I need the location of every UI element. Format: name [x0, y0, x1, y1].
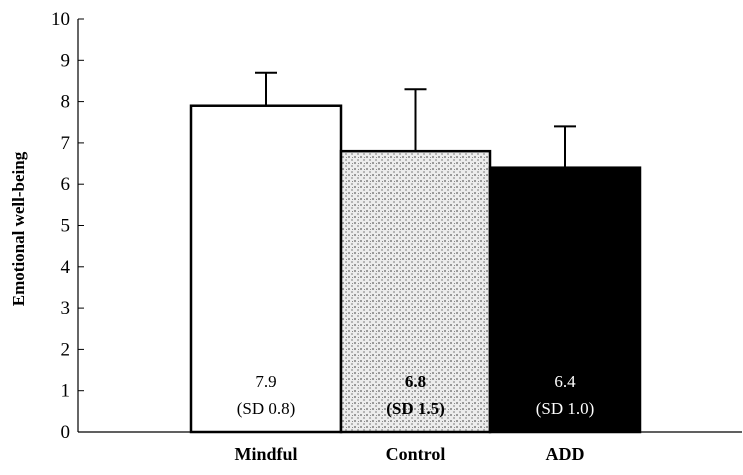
sd-label-mindful: (SD 0.8)	[237, 399, 296, 418]
label-layer: 7.9 (SD 0.8) Mindful 6.8 (SD 1.5) Control 6.4 (…	[234, 372, 594, 464]
y-tick-label: 6	[61, 174, 71, 195]
value-label-add: 6.4	[554, 372, 576, 391]
y-tick-label: 8	[61, 92, 71, 113]
bar-layer	[189, 104, 642, 434]
y-axis-label: Emotional well-being	[9, 151, 28, 306]
y-tick-label: 9	[61, 50, 71, 71]
axis-layer: 0 1 2 3 4 5 6 7 8 9 10	[51, 9, 742, 443]
bar-add	[488, 166, 642, 434]
x-tick-label-control: Control	[386, 444, 446, 464]
y-tick-label: 10	[51, 9, 70, 30]
y-tick-label: 4	[61, 257, 71, 278]
y-tick-label: 7	[61, 133, 71, 154]
y-tick-label: 0	[61, 422, 71, 443]
y-tick-label: 5	[61, 216, 71, 237]
value-label-mindful: 7.9	[255, 372, 276, 391]
y-tick-label: 2	[61, 339, 71, 360]
x-tick-label-mindful: Mindful	[234, 444, 297, 464]
y-tick-label: 3	[61, 298, 71, 319]
sd-label-control: (SD 1.5)	[386, 399, 445, 418]
sd-label-add: (SD 1.0)	[536, 399, 595, 418]
y-tick-label: 1	[61, 381, 71, 402]
value-label-control: 6.8	[405, 372, 426, 391]
x-tick-label-add: ADD	[546, 444, 585, 464]
error-bar-layer	[255, 71, 576, 168]
